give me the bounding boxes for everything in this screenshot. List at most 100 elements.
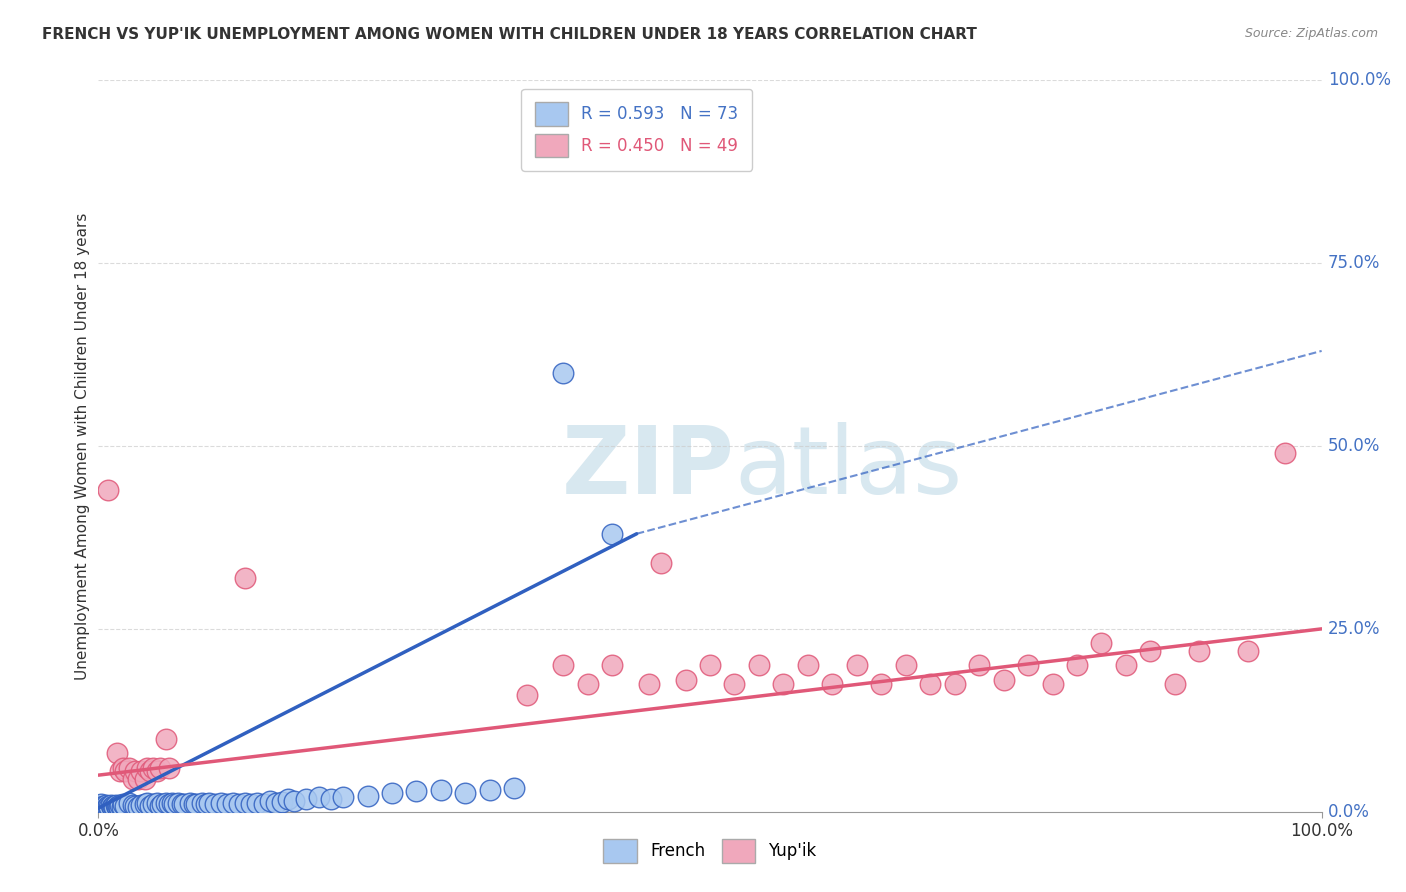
Point	[136, 761, 159, 775]
Point	[118, 761, 141, 775]
Point	[1115, 658, 1137, 673]
Point	[134, 797, 156, 811]
Text: Source: ZipAtlas.com: Source: ZipAtlas.com	[1244, 27, 1378, 40]
Point	[96, 799, 118, 814]
Y-axis label: Unemployment Among Women with Children Under 18 years: Unemployment Among Women with Children U…	[75, 212, 90, 680]
Point	[209, 796, 232, 810]
Point	[101, 799, 124, 814]
Point	[1188, 644, 1211, 658]
Point	[97, 798, 120, 813]
Point	[98, 800, 121, 814]
Point	[110, 798, 132, 813]
Point	[155, 731, 177, 746]
Point	[104, 798, 127, 813]
Point	[146, 764, 169, 779]
Point	[183, 797, 205, 812]
Point	[222, 796, 245, 810]
Point	[160, 796, 183, 810]
Point	[163, 797, 186, 812]
Point	[295, 791, 318, 805]
Point	[993, 673, 1015, 687]
Point	[252, 797, 274, 812]
Point	[191, 796, 214, 810]
Point	[600, 658, 623, 673]
Point	[894, 658, 917, 673]
Point	[233, 796, 256, 810]
Text: 50.0%: 50.0%	[1327, 437, 1381, 455]
Point	[127, 772, 149, 786]
Point	[110, 764, 132, 779]
Point	[121, 798, 143, 813]
Point	[114, 798, 136, 813]
Point	[503, 781, 526, 796]
Point	[173, 797, 195, 812]
Point	[186, 797, 208, 811]
Point	[246, 796, 269, 810]
Point	[650, 556, 672, 570]
Point	[101, 798, 124, 813]
Point	[124, 764, 146, 779]
Point	[748, 658, 770, 673]
Text: 100.0%: 100.0%	[1327, 71, 1391, 89]
Point	[797, 658, 820, 673]
Text: 75.0%: 75.0%	[1327, 254, 1381, 272]
Point	[308, 790, 330, 805]
Point	[1042, 676, 1064, 690]
Point	[943, 676, 966, 690]
Point	[270, 795, 294, 809]
Point	[699, 658, 721, 673]
Point	[600, 526, 623, 541]
Point	[105, 799, 128, 814]
Point	[118, 796, 141, 810]
Point	[129, 764, 152, 779]
Point	[430, 782, 453, 797]
Point	[1274, 446, 1296, 460]
Point	[845, 658, 868, 673]
Point	[129, 798, 152, 813]
Point	[319, 791, 342, 805]
Point	[195, 797, 218, 812]
Point	[103, 800, 125, 814]
Point	[114, 764, 136, 779]
Point	[356, 789, 378, 803]
Point	[121, 772, 143, 786]
Text: 25.0%: 25.0%	[1327, 620, 1381, 638]
Point	[478, 782, 501, 797]
Text: ZIP: ZIP	[561, 422, 734, 514]
Point	[134, 772, 156, 786]
Point	[170, 797, 193, 812]
Point	[91, 801, 114, 815]
Point	[637, 676, 661, 690]
Point	[1066, 658, 1088, 673]
Point	[553, 658, 575, 673]
Point	[233, 571, 256, 585]
Point	[91, 798, 114, 813]
Point	[107, 798, 129, 813]
Legend: French, Yup'ik: French, Yup'ik	[596, 832, 824, 869]
Point	[139, 798, 162, 813]
Point	[515, 688, 537, 702]
Point	[111, 797, 134, 812]
Point	[772, 676, 794, 690]
Point	[283, 794, 305, 808]
Point	[405, 784, 427, 798]
Point	[454, 787, 477, 801]
Point	[1017, 658, 1039, 673]
Point	[94, 798, 117, 813]
Point	[277, 791, 299, 805]
Text: atlas: atlas	[734, 422, 963, 514]
Point	[332, 790, 354, 805]
Point	[240, 797, 263, 812]
Point	[90, 797, 112, 812]
Point	[157, 797, 180, 812]
Point	[150, 797, 173, 812]
Point	[967, 658, 990, 673]
Point	[821, 676, 844, 690]
Point	[1164, 676, 1187, 690]
Point	[149, 798, 172, 813]
Point	[870, 676, 893, 690]
Point	[139, 764, 162, 779]
Point	[675, 673, 697, 687]
Point	[1237, 644, 1260, 658]
Point	[142, 797, 165, 812]
